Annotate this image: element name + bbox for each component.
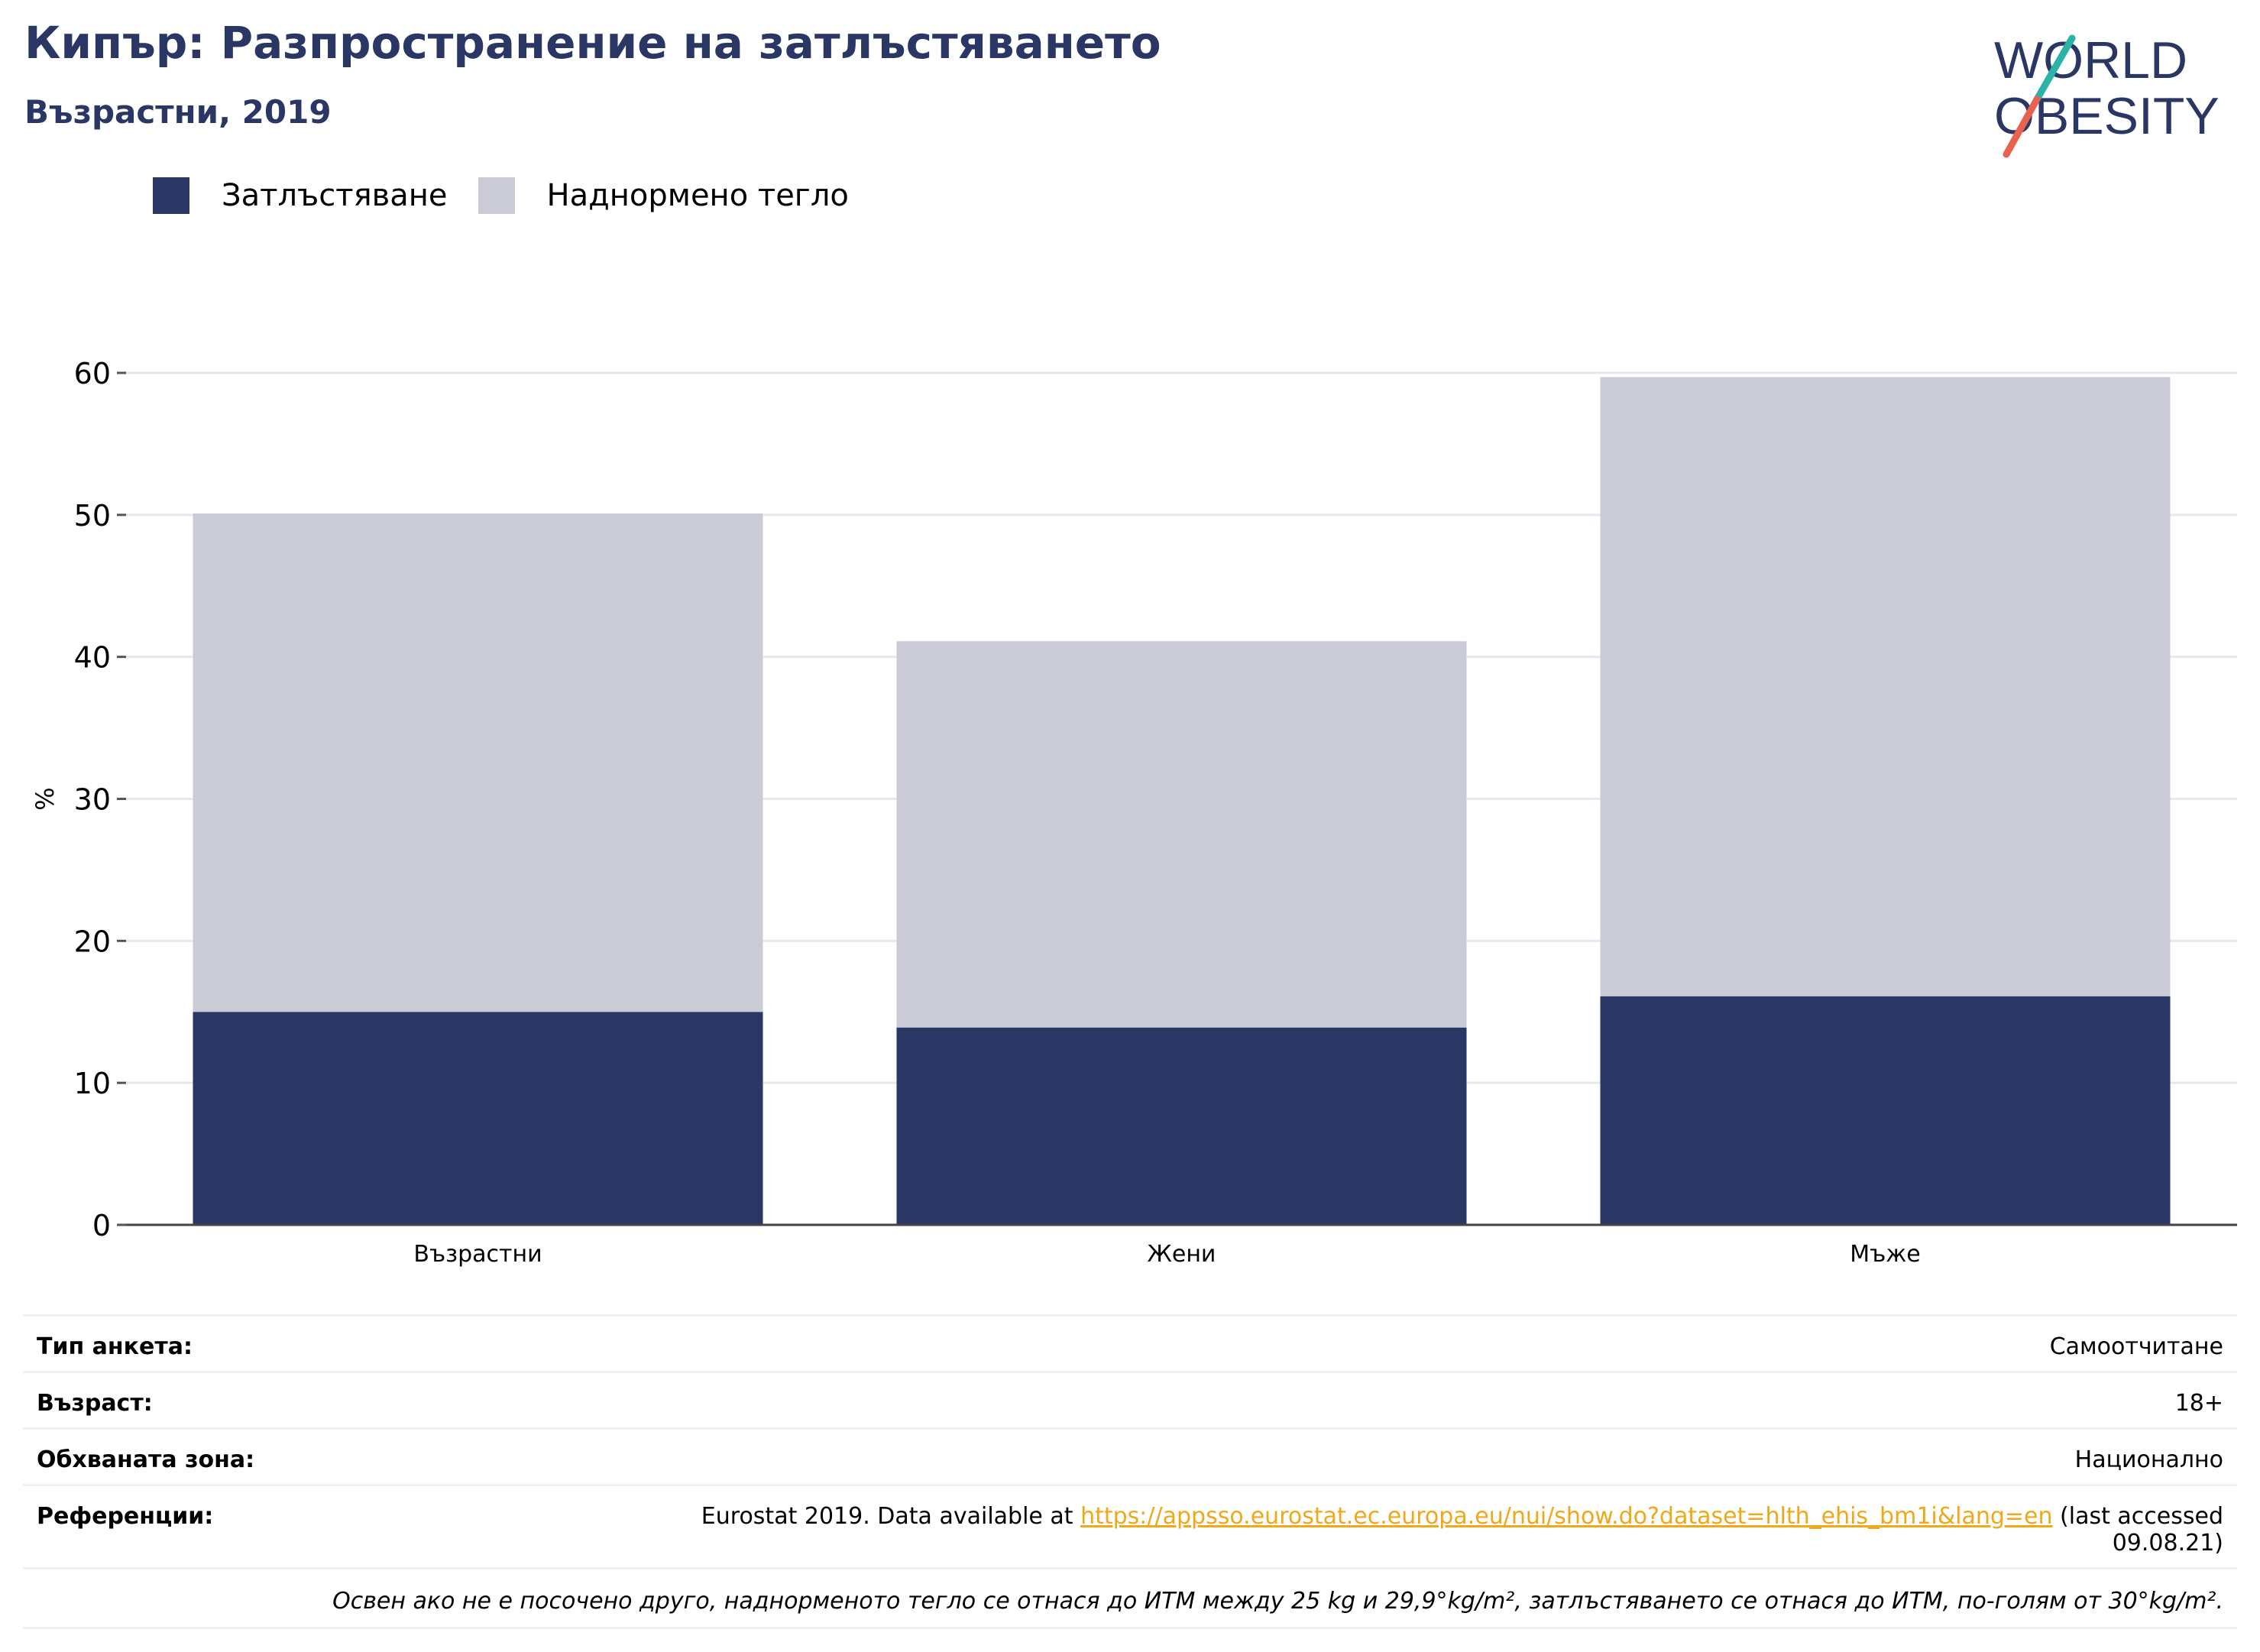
info-row-references: Референции: Eurostat 2019. Data availabl… xyxy=(23,1484,2237,1567)
y-tick-label: 30 xyxy=(74,783,111,817)
survey-info-table: Тип анкета: Самоотчитане Възраст: 18+ Об… xyxy=(23,1314,2237,1629)
reference-prefix: Eurostat 2019. Data available at xyxy=(701,1503,1081,1530)
stacked-bar-chart: 0 10 20 30 40 50 60% Възрастни Жени Мъже xyxy=(31,357,2237,1268)
bar-obesity xyxy=(193,1012,763,1225)
bar-overweight xyxy=(896,641,1467,1028)
reference-link[interactable]: https://appsso.eurostat.ec.europa.eu/nui… xyxy=(1080,1503,2053,1530)
legend-swatch-obesity xyxy=(153,177,189,214)
info-value-references: Eurostat 2019. Data available at https:/… xyxy=(701,1503,2223,1556)
y-tick-label: 50 xyxy=(74,499,111,533)
info-row-survey-type: Тип анкета: Самоотчитане xyxy=(23,1314,2237,1371)
world-obesity-logo: WORLD OBESITY xyxy=(1994,31,2220,158)
y-tick-label: 20 xyxy=(74,925,111,958)
legend-label-obesity: Затлъстяване xyxy=(222,178,448,213)
info-value-area: Национално xyxy=(2074,1446,2223,1473)
bar-obesity xyxy=(1600,996,2171,1225)
x-tick-label: Възрастни xyxy=(413,1241,542,1268)
logo-line2: OBESITY xyxy=(1994,87,2220,145)
info-row-area: Обхваната зона: Национално xyxy=(23,1427,2237,1484)
bar-overweight xyxy=(193,513,763,1012)
chart-legend: Затлъстяване Наднормено тегло xyxy=(153,176,879,215)
info-key-age: Възраст: xyxy=(37,1390,153,1417)
reference-suffix: (last accessed xyxy=(2052,1503,2223,1530)
reference-suffix-date: 09.08.21) xyxy=(2112,1530,2223,1556)
x-tick-label: Жени xyxy=(1148,1241,1216,1268)
chart-title: Кипър: Разпространение на затлъстяването xyxy=(24,17,1161,69)
info-row-age: Възраст: 18+ xyxy=(23,1371,2237,1427)
bar-overweight xyxy=(1600,377,2171,996)
logo-line1: WORLD xyxy=(1994,31,2187,89)
info-key-references: Референции: xyxy=(37,1503,214,1530)
chart-subtitle: Възрастни, 2019 xyxy=(24,93,332,131)
bmi-definition-note: Освен ако не е посочено друго, наднормен… xyxy=(23,1567,2237,1629)
info-key-survey-type: Тип анкета: xyxy=(37,1333,193,1360)
logo-slash-teal xyxy=(2033,34,2076,103)
y-tick-label: 60 xyxy=(74,357,111,390)
bar-obesity xyxy=(896,1027,1467,1225)
y-tick-label: 40 xyxy=(74,641,111,675)
logo-slash-coral xyxy=(2003,96,2041,158)
y-tick-label: 0 xyxy=(92,1209,111,1242)
legend-swatch-overweight xyxy=(478,177,515,214)
legend-item-obesity[interactable]: Затлъстяване xyxy=(153,177,448,214)
y-tick-label: 10 xyxy=(74,1067,111,1100)
legend-label-overweight: Наднормено тегло xyxy=(546,178,849,213)
legend-item-overweight[interactable]: Наднормено тегло xyxy=(478,177,849,214)
x-tick-label: Мъже xyxy=(1850,1241,1921,1268)
info-value-survey-type: Самоотчитане xyxy=(2049,1333,2223,1360)
info-value-age: 18+ xyxy=(2174,1390,2223,1417)
info-key-area: Обхваната зона: xyxy=(37,1446,255,1473)
y-axis-label: % xyxy=(31,787,60,810)
